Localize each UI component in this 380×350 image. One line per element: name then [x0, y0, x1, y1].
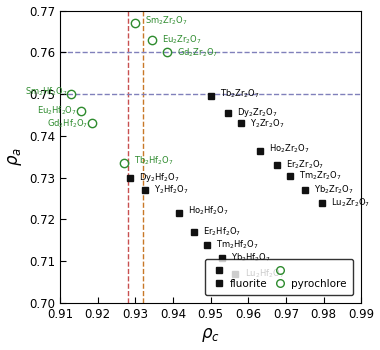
Text: Y$_2$Hf$_2$O$_7$: Y$_2$Hf$_2$O$_7$: [154, 184, 189, 196]
Text: Gd$_2$Hf$_2$O$_7$: Gd$_2$Hf$_2$O$_7$: [47, 117, 88, 130]
Text: Ho$_2$Zr$_2$O$_7$: Ho$_2$Zr$_2$O$_7$: [269, 142, 310, 155]
Text: Dy$_2$Hf$_2$O$_7$: Dy$_2$Hf$_2$O$_7$: [139, 171, 180, 184]
Text: Yb$_2$Hf$_2$O$_7$: Yb$_2$Hf$_2$O$_7$: [231, 252, 271, 264]
Text: Y$_2$Zr$_2$O$_7$: Y$_2$Zr$_2$O$_7$: [250, 117, 285, 130]
Text: Sm$_2$Hf$_2$O$_7$: Sm$_2$Hf$_2$O$_7$: [25, 86, 68, 98]
Text: Tb$_2$Zr$_2$O$_7$: Tb$_2$Zr$_2$O$_7$: [220, 88, 260, 100]
X-axis label: $\rho_c$: $\rho_c$: [201, 327, 220, 344]
Text: Tm$_2$Hf$_2$O$_7$: Tm$_2$Hf$_2$O$_7$: [216, 238, 259, 251]
Text: Dy$_2$Zr$_2$O$_7$: Dy$_2$Zr$_2$O$_7$: [237, 106, 278, 119]
Legend:   , fluorite,   , pyrochlore: , fluorite, , pyrochlore: [205, 259, 353, 295]
Text: Lu$_2$Hf$_2$O$_7$: Lu$_2$Hf$_2$O$_7$: [245, 267, 284, 280]
Text: Er$_2$Zr$_2$O$_7$: Er$_2$Zr$_2$O$_7$: [286, 159, 324, 172]
Text: Er$_2$Hf$_2$O$_7$: Er$_2$Hf$_2$O$_7$: [203, 226, 241, 238]
Text: Eu$_2$Zr$_2$O$_7$: Eu$_2$Zr$_2$O$_7$: [162, 34, 202, 46]
Text: Yb$_2$Zr$_2$O$_7$: Yb$_2$Zr$_2$O$_7$: [314, 184, 354, 196]
Text: Eu$_2$Hf$_2$O$_7$: Eu$_2$Hf$_2$O$_7$: [37, 105, 77, 117]
Y-axis label: $\rho_a$: $\rho_a$: [6, 147, 24, 166]
Text: Tm$_2$Zr$_2$O$_7$: Tm$_2$Zr$_2$O$_7$: [299, 169, 342, 182]
Text: Ho$_2$Hf$_2$O$_7$: Ho$_2$Hf$_2$O$_7$: [188, 205, 229, 217]
Text: Gd$_2$Zr$_2$O$_7$: Gd$_2$Zr$_2$O$_7$: [177, 46, 218, 58]
Text: Sm$_2$Zr$_2$O$_7$: Sm$_2$Zr$_2$O$_7$: [145, 15, 188, 27]
Text: Tb$_2$Hf$_2$O$_7$: Tb$_2$Hf$_2$O$_7$: [133, 155, 173, 167]
Text: Lu$_2$Zr$_2$O$_7$: Lu$_2$Zr$_2$O$_7$: [331, 196, 370, 209]
